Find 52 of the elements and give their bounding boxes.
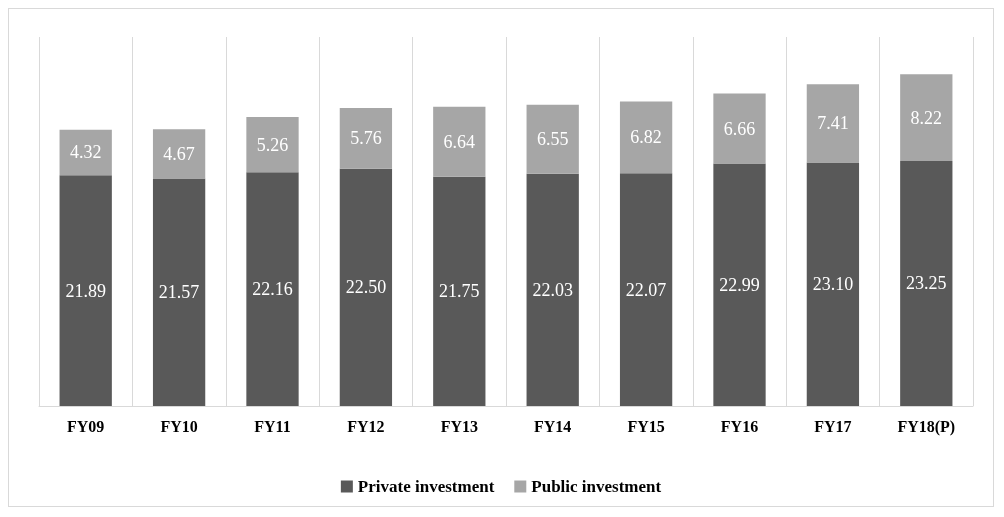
- data-label: 6.66: [723, 118, 756, 139]
- data-label: 22.50: [345, 277, 387, 298]
- legend-label: Public investment: [531, 477, 662, 496]
- data-label: 6.64: [443, 131, 476, 152]
- bar: [526, 173, 579, 406]
- bar: [339, 108, 393, 169]
- x-tick-label: FY18(P): [897, 417, 956, 436]
- bar: [152, 129, 206, 179]
- data-label: 6.55: [536, 129, 569, 150]
- data-label: 21.75: [439, 281, 480, 302]
- x-tick-label: FY11: [254, 417, 291, 435]
- bar: [900, 74, 953, 161]
- bar: [619, 101, 673, 174]
- bar: [806, 84, 860, 163]
- bar: [246, 116, 299, 173]
- data-label: 21.89: [65, 280, 106, 301]
- data-label: 8.22: [910, 107, 943, 128]
- bar: [59, 175, 112, 406]
- bar: [433, 176, 486, 406]
- legend-label: Private investment: [357, 477, 495, 496]
- bar: [526, 104, 579, 174]
- bar: [246, 172, 299, 406]
- bar: [59, 129, 112, 176]
- bar: [152, 178, 206, 406]
- data-label: 5.26: [256, 134, 289, 155]
- bar: [619, 173, 673, 406]
- x-tick-label: FY10: [160, 417, 198, 435]
- data-label: 22.07: [625, 279, 667, 300]
- data-label: 22.16: [252, 279, 293, 300]
- data-label: 6.82: [630, 127, 662, 148]
- bar: [900, 160, 953, 406]
- x-tick-label: FY17: [814, 417, 852, 435]
- x-tick-label: FY14: [534, 417, 572, 435]
- data-label: 21.57: [158, 282, 200, 303]
- bar: [806, 162, 860, 406]
- x-tick-label: FY12: [347, 417, 385, 435]
- bar: [339, 168, 393, 406]
- data-label: 4.67: [163, 143, 195, 164]
- bar: [713, 93, 766, 164]
- data-label: 7.41: [817, 113, 849, 134]
- data-label: 23.10: [812, 274, 854, 295]
- x-tick-label: FY13: [440, 417, 478, 435]
- x-tick-label: FY16: [720, 417, 759, 435]
- bar: [433, 106, 486, 177]
- data-label: 22.99: [719, 274, 760, 295]
- x-tick-label: FY09: [67, 417, 105, 435]
- data-label: 4.32: [69, 142, 102, 163]
- bar: [713, 163, 766, 406]
- x-tick-label: FY15: [627, 417, 665, 435]
- data-label: 23.25: [906, 273, 947, 294]
- data-label: 5.76: [350, 128, 382, 149]
- data-label: 22.03: [532, 279, 573, 300]
